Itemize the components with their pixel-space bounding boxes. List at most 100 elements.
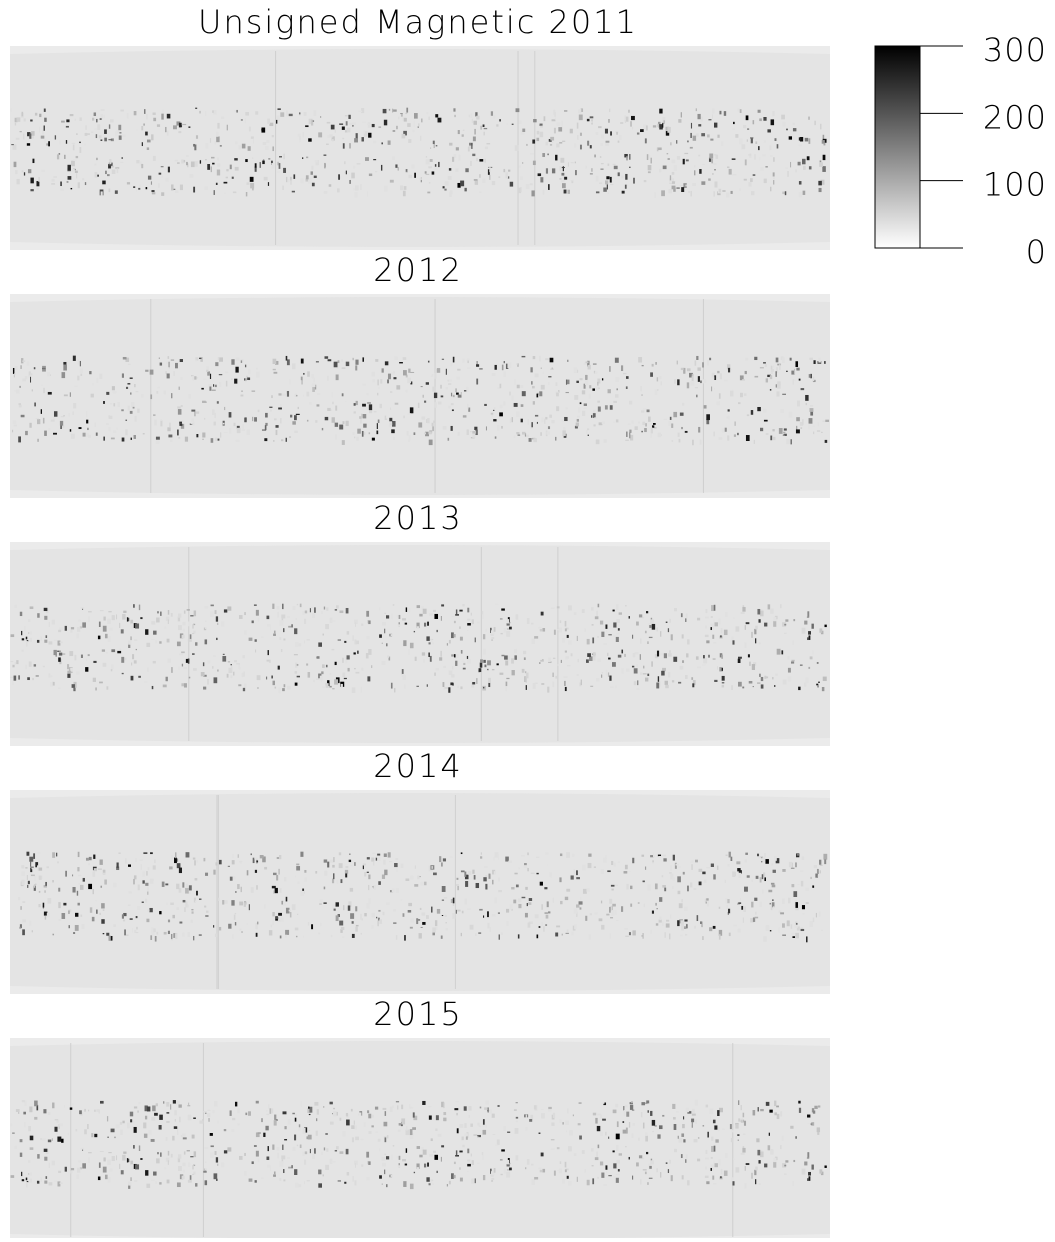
map-speckle [385,1111,386,1116]
map-speckle [188,1103,189,1105]
map-speckle [609,676,611,681]
map-speckle [260,162,261,168]
map-speckle [441,616,442,621]
map-speckle [408,175,412,178]
map-speckle [583,889,587,894]
map-speckle [608,119,609,123]
map-speckle [613,1150,615,1152]
map-speckle [805,138,808,142]
map-speckle [328,359,332,361]
map-speckle [408,413,411,414]
map-speckle [304,870,306,873]
map-speckle [133,879,135,884]
map-speckle [725,1153,728,1158]
map-speckle [367,676,370,681]
map-speckle [811,624,813,629]
map-speckle [16,1109,20,1112]
map-speckle [597,401,600,403]
map-speckle [629,1122,630,1128]
map-speckle [468,408,470,412]
map-speckle [48,1112,51,1115]
map-speckle [668,628,669,632]
map-speckle [708,119,711,120]
map-speckle [210,1133,213,1136]
map-speckle [189,394,192,399]
map-speckle [153,112,156,114]
map-speckle [18,436,21,442]
map-speckle [467,623,471,625]
map-speckle [733,925,737,927]
map-speckle [191,162,195,168]
map-speckle [530,183,533,185]
map-speckle [514,649,517,653]
map-speckle [760,428,763,431]
map-speckle [603,643,607,645]
map-speckle [744,642,746,647]
map-speckle [565,1162,567,1168]
map-speckle [77,376,79,381]
map-speckle [388,852,391,857]
map-speckle [773,157,775,162]
map-speckle [65,626,67,631]
map-speckle [359,1111,362,1112]
map-speckle [403,357,407,360]
map-speckle [645,631,647,633]
map-speckle [288,626,291,628]
map-speckle [367,124,370,125]
map-speckle [352,934,355,938]
map-speckle [420,908,422,910]
map-speckle [697,1159,700,1162]
map-speckle [527,852,528,855]
map-speckle [435,114,438,117]
map-speckle [302,1128,305,1134]
map-speckle [205,628,206,629]
map-speckle [410,919,414,923]
map-speckle [658,147,662,150]
map-speckle [24,1122,26,1127]
map-speckle [479,1126,481,1128]
map-speckle [511,887,514,889]
map-speckle [722,685,724,688]
map-speckle [575,162,576,164]
map-speckle [181,159,183,163]
map-speckle [467,1160,470,1162]
map-speckle [439,657,442,660]
map-speckle [628,110,630,113]
map-speckle [36,181,39,186]
map-speckle [306,157,308,159]
map-speckle [597,382,598,386]
map-speckle [111,649,115,652]
map-speckle [422,652,425,655]
map-speckle [344,1182,346,1184]
map-speckle [122,157,123,159]
map-speckle [471,143,472,149]
map-speckle [344,161,345,164]
map-speckle [625,1146,627,1147]
map-speckle [356,401,358,405]
map-speckle [802,905,805,909]
map-speckle [768,604,771,609]
map-speckle [233,672,234,676]
map-speckle [565,628,567,631]
map-speckle [738,902,741,904]
map-speckle [333,857,334,862]
map-speckle [432,1183,434,1185]
map-speckle [28,619,30,622]
map-speckle [426,636,429,641]
map-speckle [415,657,417,661]
map-speckle [37,439,38,442]
map-speckle [728,864,730,866]
map-speckle [589,934,592,939]
map-speckle [193,668,197,671]
map-speckle [382,1157,386,1161]
map-speckle [536,857,539,858]
map-speckle [182,124,186,125]
map-speckle [368,620,370,624]
map-speckle [446,928,449,931]
map-speckle [85,125,87,130]
map-speckle [428,653,429,657]
map-speckle [204,906,206,908]
map-speckle [307,1180,310,1181]
map-speckle [35,884,36,885]
map-speckle [808,667,810,669]
